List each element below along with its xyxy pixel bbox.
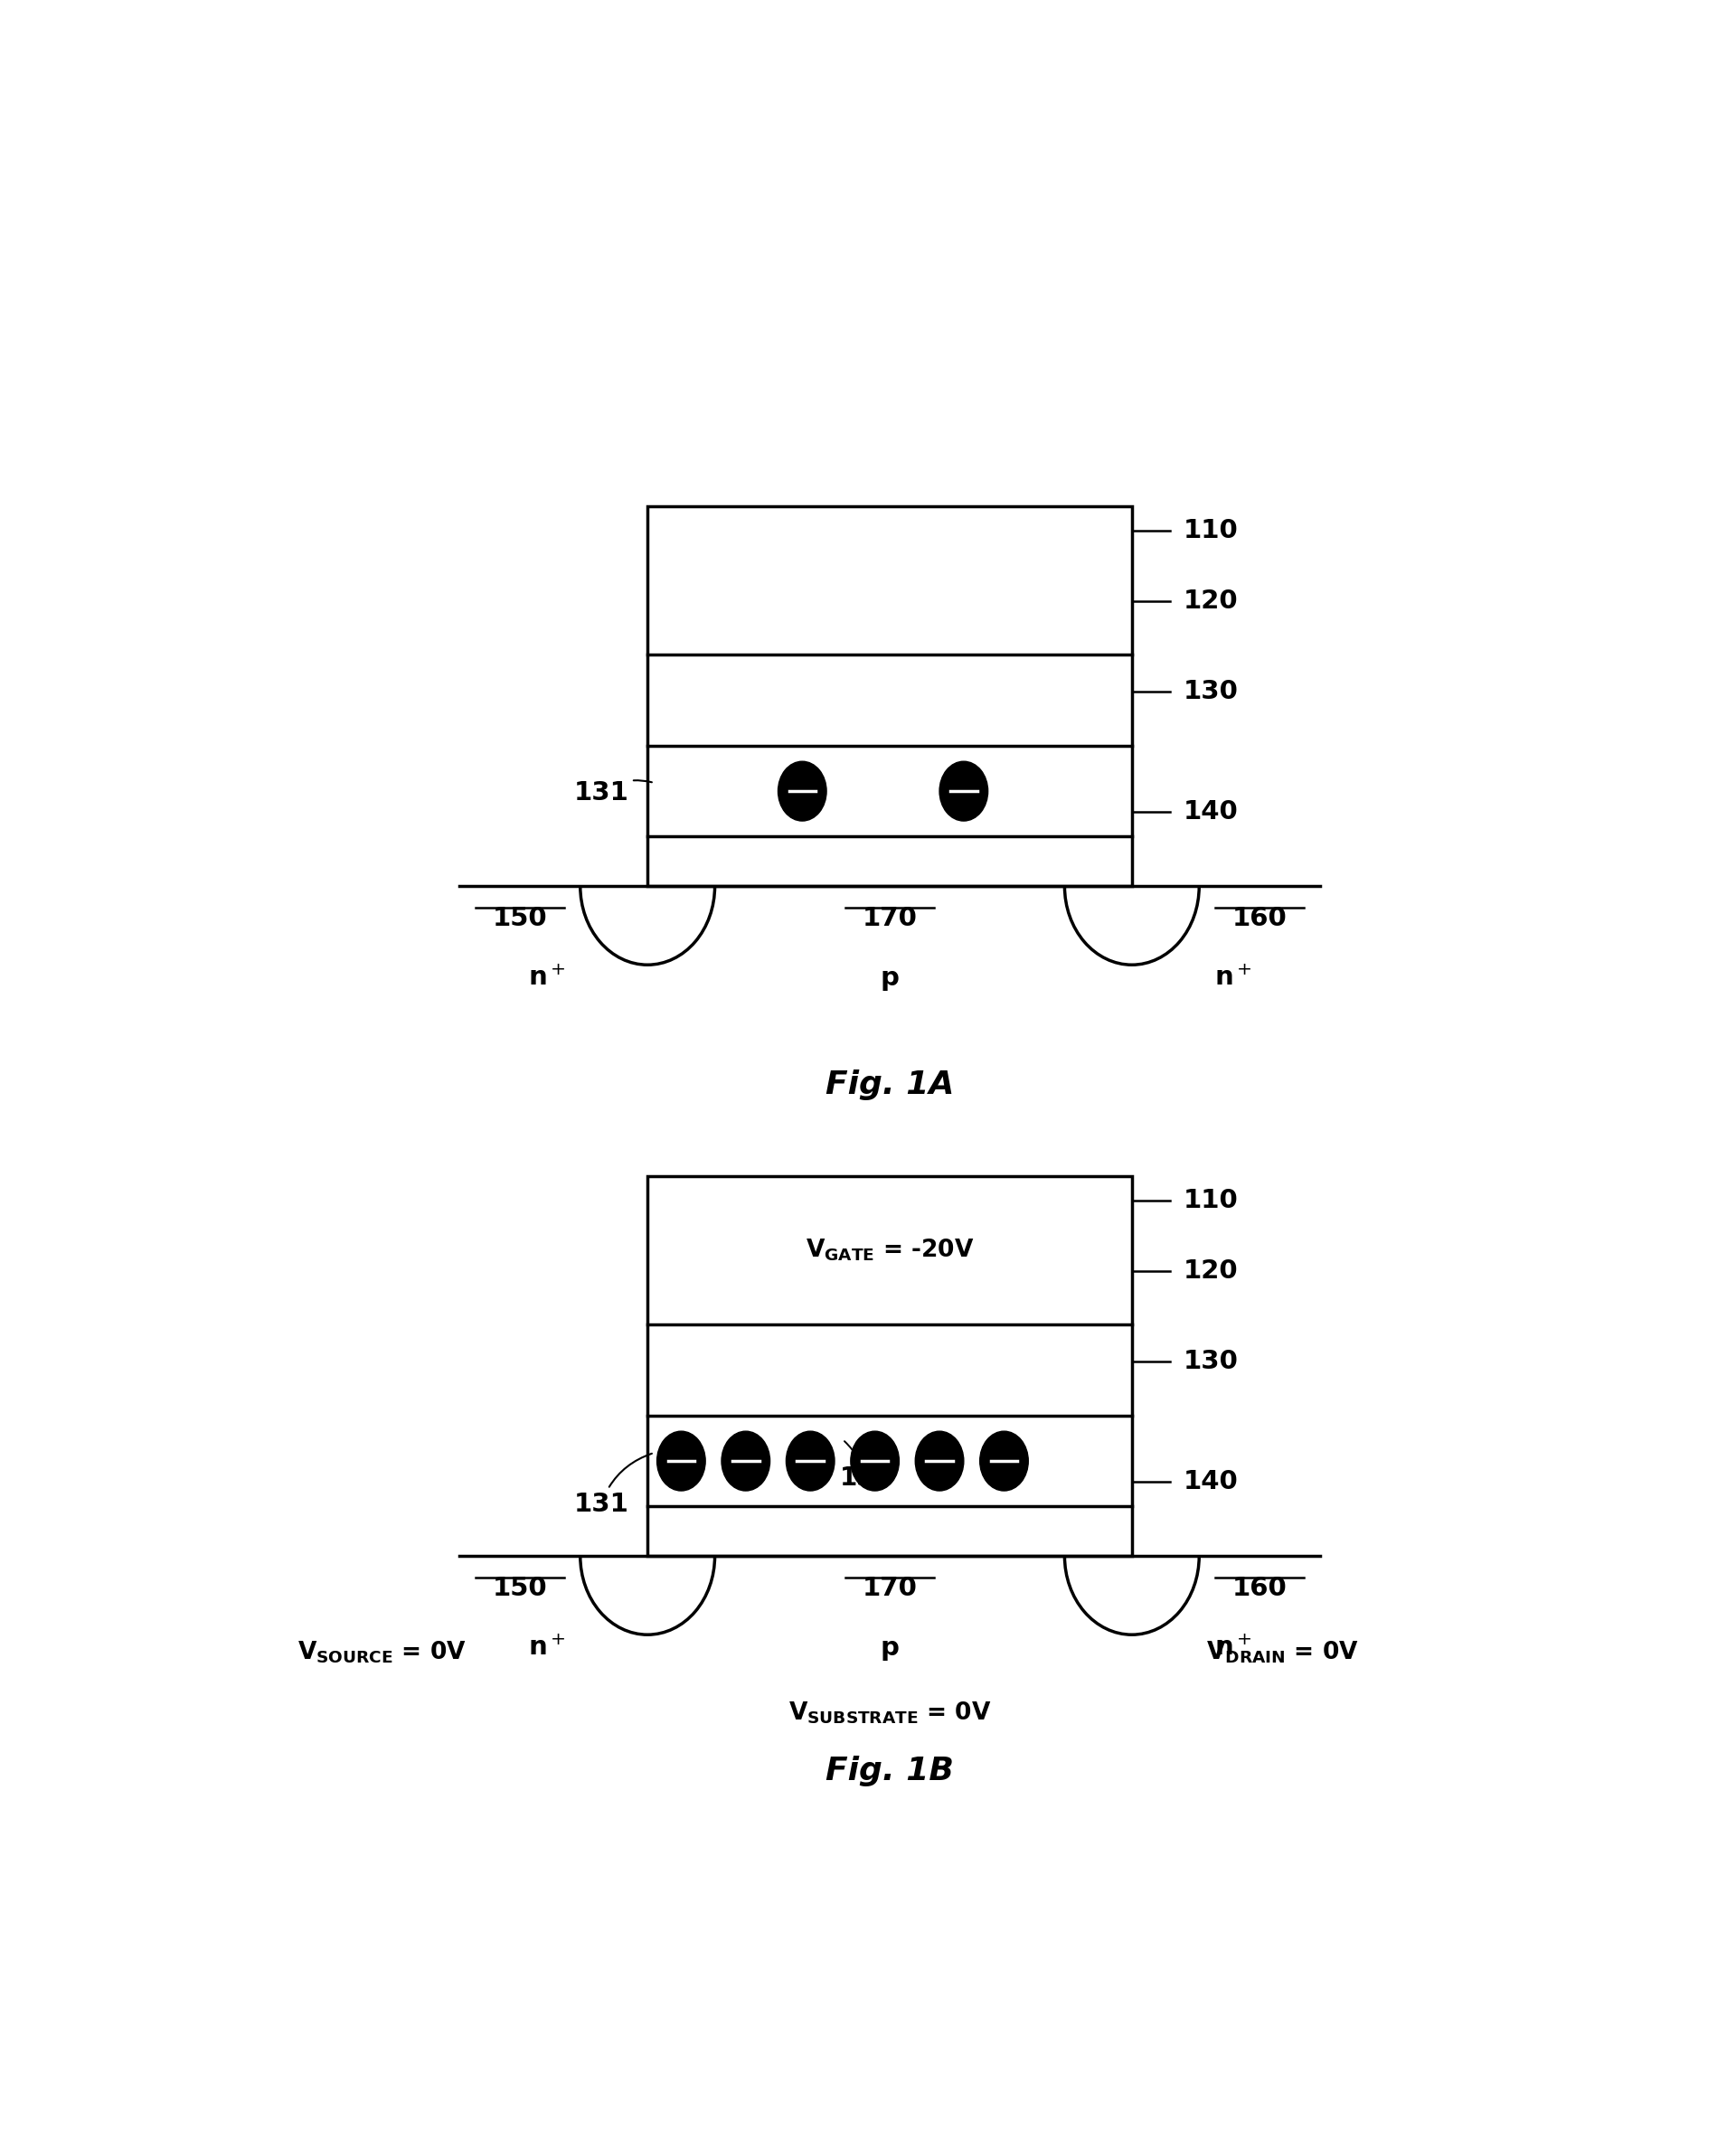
Circle shape bbox=[786, 1431, 835, 1491]
Text: 140: 140 bbox=[1182, 1469, 1238, 1495]
Circle shape bbox=[979, 1431, 1028, 1491]
Text: 170: 170 bbox=[863, 1577, 917, 1600]
Bar bbox=[648, 1175, 1132, 1555]
Text: 130: 130 bbox=[1182, 679, 1238, 705]
Circle shape bbox=[915, 1431, 963, 1491]
Circle shape bbox=[851, 1431, 899, 1491]
Text: 150: 150 bbox=[493, 1577, 547, 1600]
Text: 140: 140 bbox=[1182, 799, 1238, 825]
Text: 120: 120 bbox=[1182, 1259, 1238, 1285]
Text: V$_{\mathregular{DRAIN}}$ = 0V: V$_{\mathregular{DRAIN}}$ = 0V bbox=[1207, 1639, 1358, 1665]
Text: 150: 150 bbox=[493, 906, 547, 932]
Circle shape bbox=[722, 1431, 771, 1491]
Text: 131: 131 bbox=[573, 1454, 653, 1516]
Bar bbox=[648, 505, 1132, 887]
Text: V$_{\mathregular{SOURCE}}$ = 0V: V$_{\mathregular{SOURCE}}$ = 0V bbox=[299, 1639, 467, 1665]
Text: 160: 160 bbox=[1233, 906, 1286, 932]
Text: 110: 110 bbox=[1182, 518, 1238, 543]
Text: p: p bbox=[880, 1635, 899, 1660]
Text: 170: 170 bbox=[863, 906, 917, 932]
Circle shape bbox=[939, 760, 988, 821]
Text: 110: 110 bbox=[1182, 1188, 1238, 1214]
Circle shape bbox=[656, 1431, 705, 1491]
Text: 130: 130 bbox=[1182, 1349, 1238, 1375]
Text: Fig. 1A: Fig. 1A bbox=[825, 1070, 955, 1100]
Text: 120: 120 bbox=[1182, 589, 1238, 614]
Text: Fig. 1B: Fig. 1B bbox=[826, 1755, 953, 1787]
Text: V$_{\mathregular{SUBSTRATE}}$ = 0V: V$_{\mathregular{SUBSTRATE}}$ = 0V bbox=[788, 1701, 991, 1727]
Text: n$^+$: n$^+$ bbox=[528, 1635, 566, 1660]
Text: n$^+$: n$^+$ bbox=[1213, 967, 1252, 990]
Circle shape bbox=[778, 760, 826, 821]
Text: 132: 132 bbox=[840, 1441, 892, 1491]
Text: p: p bbox=[880, 967, 899, 990]
Text: n$^+$: n$^+$ bbox=[528, 967, 566, 990]
Text: V$_{\mathregular{GATE}}$ = -20V: V$_{\mathregular{GATE}}$ = -20V bbox=[806, 1237, 974, 1263]
Text: n$^+$: n$^+$ bbox=[1213, 1635, 1252, 1660]
Text: 131: 131 bbox=[573, 780, 651, 806]
Text: 160: 160 bbox=[1233, 1577, 1286, 1600]
